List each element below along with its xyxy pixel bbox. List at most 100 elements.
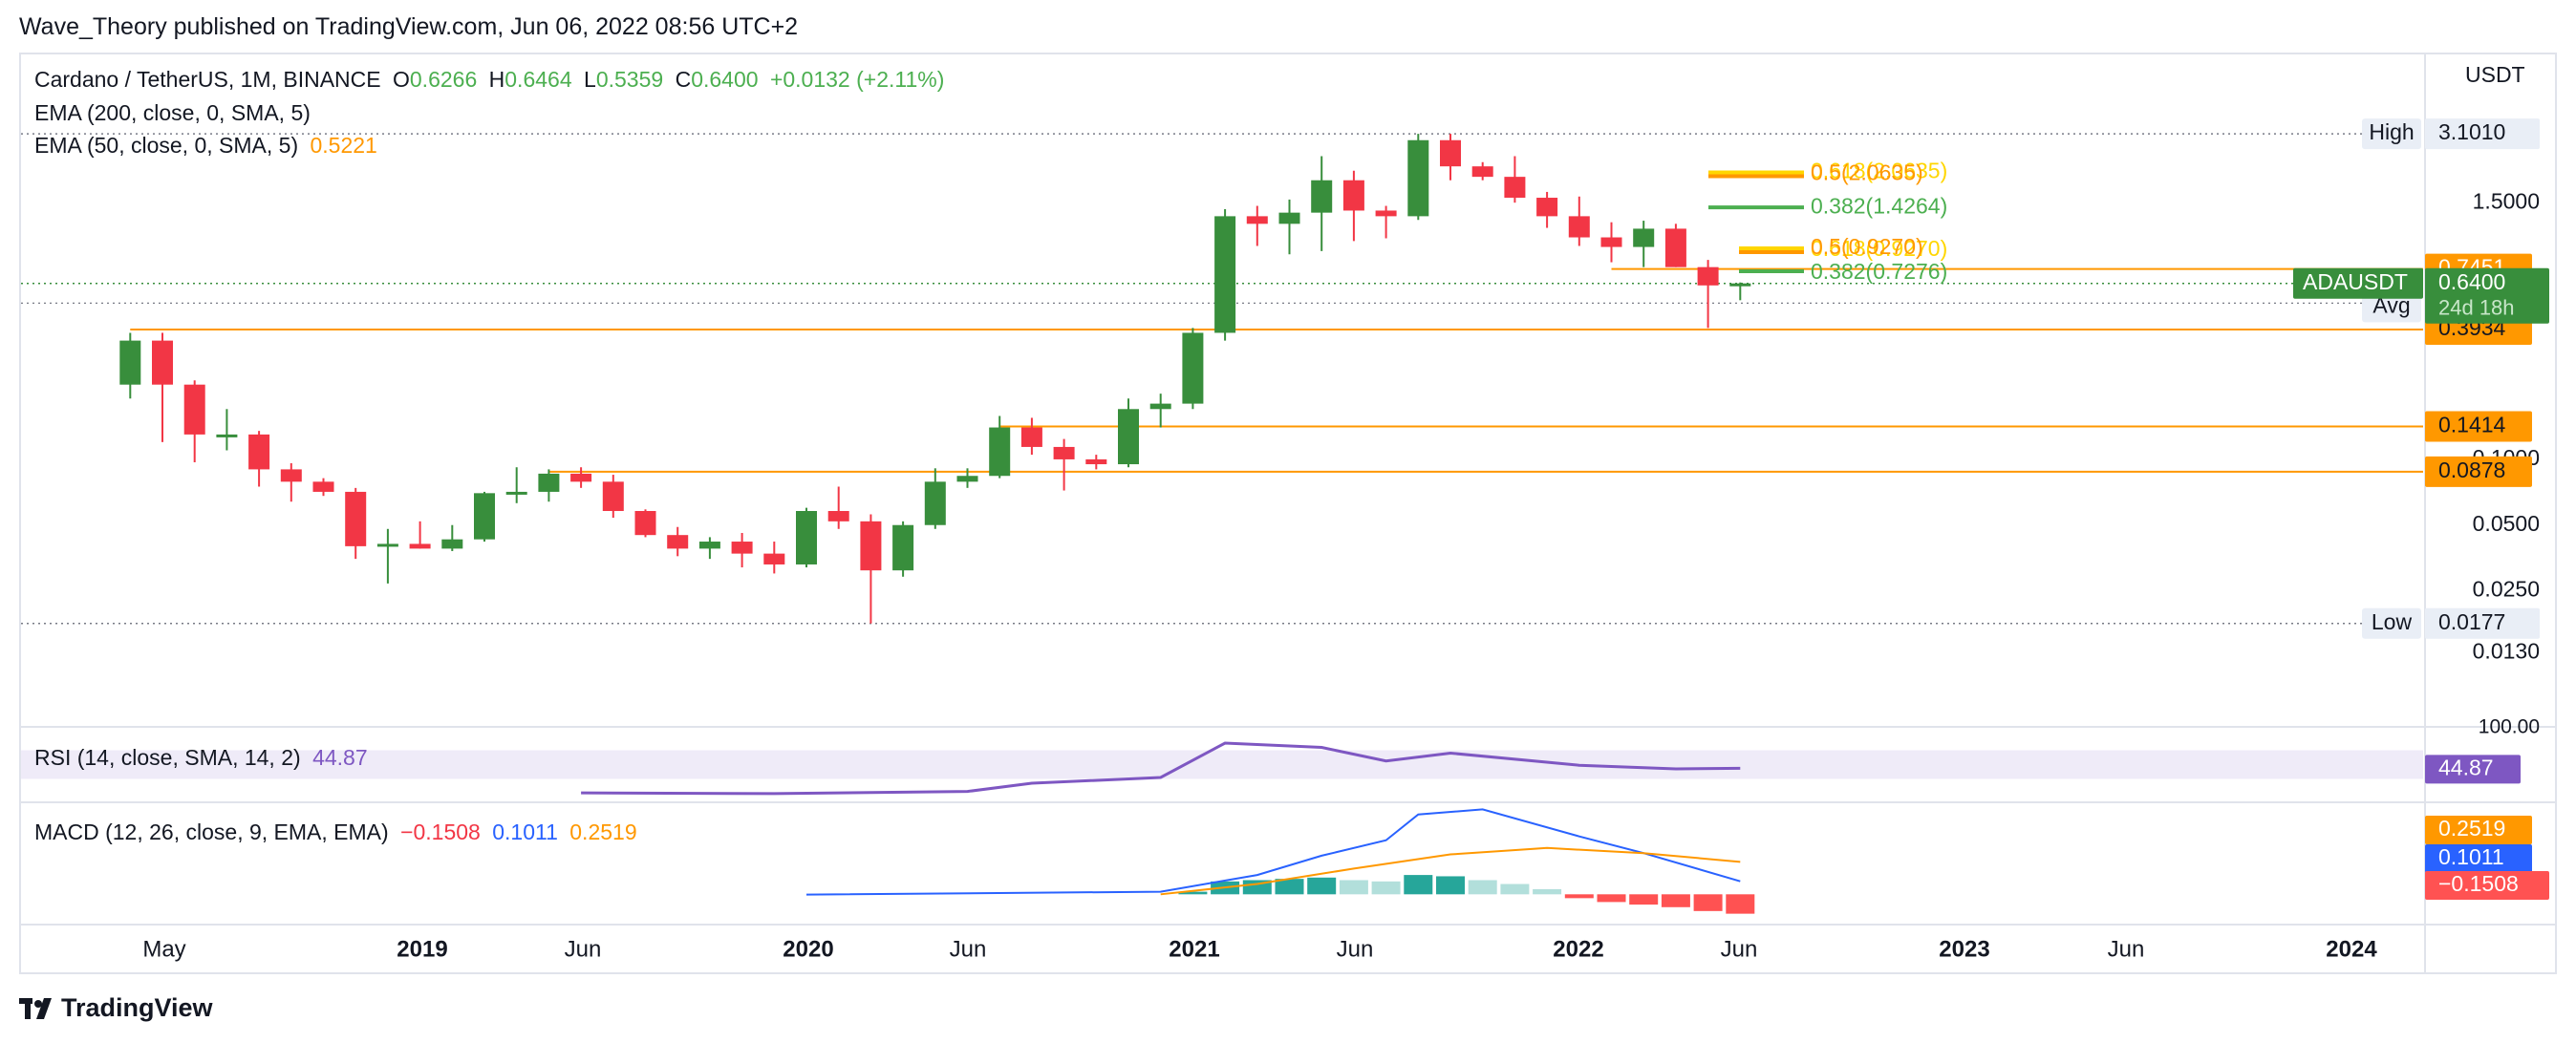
candle-body [602, 481, 624, 512]
candle-body [248, 434, 270, 470]
tradingview-brand: TradingView [61, 993, 213, 1022]
low-value-badge: 0.0177 [2438, 609, 2505, 634]
macd-hist-badge-bg [2425, 871, 2549, 900]
candle-body [1471, 166, 1493, 178]
main-legend: Cardano / TetherUS, 1M, BINANCE O0.6266 … [34, 67, 950, 93]
current-price-badge-bg [2425, 267, 2549, 324]
level-badge-0.0878-bg [2425, 456, 2532, 487]
rsi-top-label: 100.00 [2479, 716, 2540, 738]
high-tag-bg [2362, 118, 2421, 150]
time-axis-label: 2021 [1169, 936, 1219, 962]
candle-body [441, 539, 463, 549]
rsi-label: RSI (14, close, SMA, 14, 2) [34, 745, 301, 770]
macd-line-value: 0.1011 [492, 820, 558, 844]
candle-body [1504, 177, 1526, 199]
ema200-label: EMA (200, close, 0, SMA, 5) [34, 100, 311, 125]
candle-body [731, 542, 753, 554]
time-axis-label: Jun [1721, 936, 1758, 962]
macd-histogram-bar [1661, 894, 1690, 907]
macd-line-badge: 0.1011 [2438, 844, 2504, 869]
fib-level-label: 0.382(0.7276) [1811, 259, 1947, 284]
macd-hist-value: −0.1508 [400, 820, 481, 844]
candle-body [1118, 409, 1139, 465]
macd-histogram-bar [1500, 883, 1530, 895]
macd-line [805, 808, 1741, 896]
symbol-title: Cardano / TetherUS, 1M, BINANCE [34, 67, 381, 92]
symbol-badge: ADAUSDT [2303, 269, 2408, 294]
price-tick-label: 1.5000 [2473, 188, 2540, 213]
avg-tag-bg [2362, 291, 2421, 323]
candle-body [312, 481, 334, 492]
candle-body [1020, 427, 1042, 447]
candle-body [1278, 212, 1300, 224]
macd-histogram-bar [1693, 894, 1723, 911]
candle-body [1342, 180, 1364, 211]
macd-histogram-bar [1629, 894, 1659, 905]
candle-body [634, 511, 656, 536]
time-axis-label: Jun [1337, 936, 1374, 962]
fib-level-label: 0.618(0.9270) [1811, 236, 1947, 261]
ema50-legend: EMA (50, close, 0, SMA, 5) 0.5221 [34, 133, 383, 159]
rsi-legend: RSI (14, close, SMA, 14, 2) 44.87 [34, 745, 374, 771]
candle-body [1664, 228, 1686, 267]
macd-signal-line [1160, 846, 1741, 896]
macd-histogram-bar [1468, 880, 1497, 895]
macd-histogram-bar [1404, 875, 1433, 895]
rsi-badge: 44.87 [2438, 755, 2494, 779]
rsi-band [21, 750, 2423, 779]
high-label: H [488, 67, 505, 92]
high-tag: High [2369, 119, 2414, 144]
macd-signal-badge: 0.2519 [2438, 816, 2505, 841]
macd-histogram-bar [1564, 894, 1594, 899]
close-value: 0.6400 [691, 67, 759, 92]
macd-line-badge-bg [2425, 844, 2532, 873]
rsi-badge-bg [2425, 755, 2521, 784]
high-value: 0.6464 [504, 67, 572, 92]
time-axis-label: Jun [565, 936, 602, 962]
candle-body [827, 511, 849, 522]
level-badge-0.0878: 0.0878 [2438, 458, 2505, 482]
low-value: 0.5359 [595, 67, 664, 92]
fib-level-label: 0.382(1.4264) [1811, 193, 1947, 218]
change-value: +0.0132 (+2.11%) [769, 67, 945, 92]
candle-body [892, 524, 914, 571]
candle-body [1214, 216, 1236, 333]
candle-body [667, 535, 689, 549]
macd-label: MACD (12, 26, close, 9, EMA, EMA) [34, 820, 389, 844]
time-axis-label: Jun [2108, 936, 2145, 962]
macd-histogram-bar [1597, 894, 1626, 903]
chart-frame [19, 53, 2557, 974]
candle-body [1440, 139, 1461, 167]
currency-label: USDT [2465, 62, 2525, 87]
macd-histogram-bar [1436, 876, 1465, 895]
ema50-value: 0.5221 [310, 133, 377, 158]
candle-body [538, 473, 560, 492]
macd-histogram-bar [1178, 891, 1208, 895]
high-value-badge-bg [2425, 118, 2540, 150]
candle-body [409, 543, 431, 549]
candle-body [763, 553, 785, 564]
ema200-legend: EMA (200, close, 0, SMA, 5) [34, 100, 316, 126]
candle-body [376, 543, 398, 547]
candle-body [1246, 216, 1268, 224]
candle-body [1536, 198, 1558, 217]
candle-body [860, 521, 882, 571]
macd-histogram-bar [1307, 877, 1337, 895]
candle-body [345, 491, 367, 546]
tradingview-logo[interactable]: TradingView [19, 993, 213, 1023]
macd-hist-badge: −0.1508 [2438, 871, 2519, 896]
macd-signal-badge-bg [2425, 816, 2532, 844]
time-axis-label: 2024 [2326, 936, 2377, 962]
price-tick-label: 0.0500 [2473, 511, 2540, 536]
macd-histogram-bar [1339, 880, 1368, 895]
tradingview-logo-icon [19, 997, 54, 1019]
candle-body [1085, 458, 1107, 465]
candle-body [280, 469, 302, 482]
macd-histogram-bar [1726, 894, 1755, 914]
candle-body [216, 434, 238, 437]
high-value-badge: 3.1010 [2438, 119, 2505, 144]
open-value: 0.6266 [409, 67, 478, 92]
macd-histogram-bar [1275, 879, 1304, 895]
time-axis-label: 2019 [397, 936, 447, 962]
